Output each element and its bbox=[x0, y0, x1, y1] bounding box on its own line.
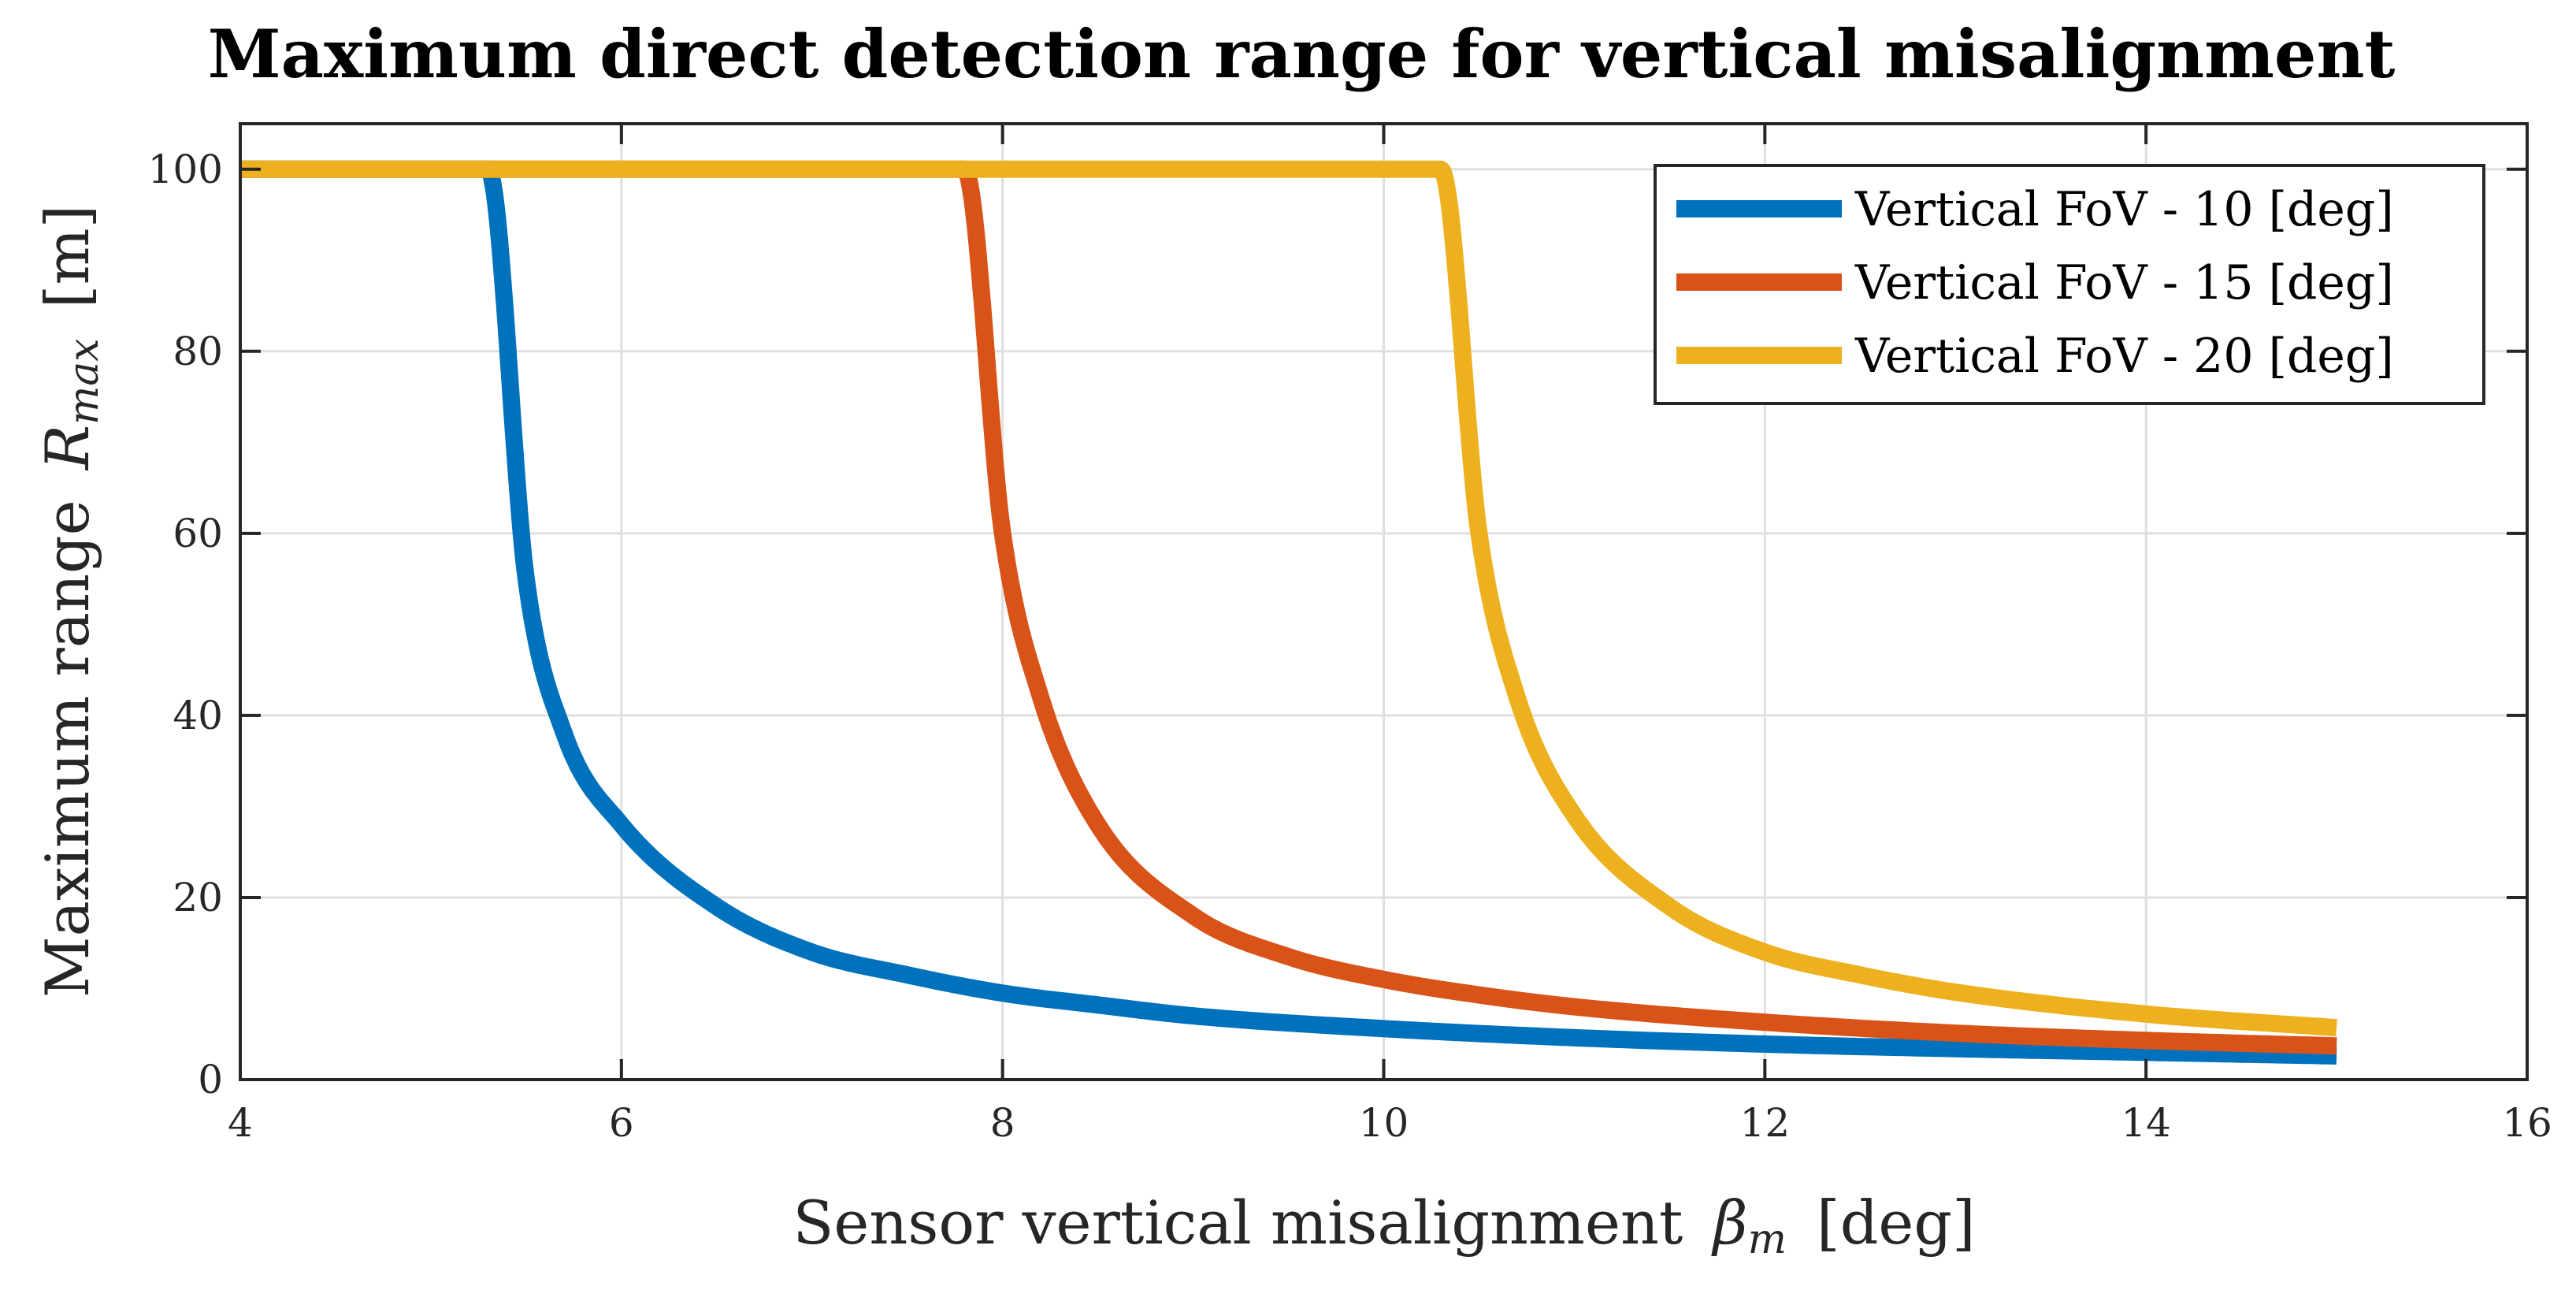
legend: Vertical FoV - 10 [deg] Vertical FoV - 15… bbox=[1654, 164, 2485, 405]
chart-title: Maximum direct detection range for verti… bbox=[208, 15, 2396, 93]
y-tick-label: 40 bbox=[173, 693, 223, 738]
series-line-1 bbox=[239, 160, 2339, 1065]
x-tick-label: 16 bbox=[2502, 1100, 2552, 1146]
x-axis-label-text: Sensor vertical misalignment bbox=[792, 1188, 1683, 1258]
y-tick-label: 60 bbox=[173, 511, 223, 556]
legend-label-3: Vertical FoV - 20 [deg] bbox=[1854, 329, 2394, 384]
series-line-2 bbox=[240, 160, 2339, 1055]
x-tick-label: 8 bbox=[990, 1100, 1015, 1146]
x-tick-label: 14 bbox=[2121, 1100, 2171, 1146]
tick-labels: 4 6 8 10 12 14 16 0 20 40 60 80 100 bbox=[148, 147, 2552, 1146]
legend-label-1: Vertical FoV - 10 [deg] bbox=[1854, 182, 2394, 237]
y-axis-label-unit: [m] bbox=[32, 205, 102, 308]
x-tick-label: 10 bbox=[1359, 1100, 1409, 1146]
series-line-3 bbox=[240, 160, 2339, 1037]
y-tick-label: 100 bbox=[148, 147, 223, 192]
x-axis-label-unit: [deg] bbox=[1817, 1188, 1976, 1258]
legend-label-2: Vertical FoV - 15 [deg] bbox=[1854, 255, 2394, 310]
x-tick-label: 4 bbox=[228, 1100, 253, 1146]
ticks bbox=[239, 124, 2529, 1081]
x-axis-label: Sensor vertical misalignment βm​ [deg] bbox=[792, 1188, 1975, 1263]
x-tick-label: 12 bbox=[1740, 1100, 1791, 1146]
y-tick-label: 20 bbox=[173, 875, 223, 920]
y-axis-label: Maximum range Rmax​ [m] bbox=[32, 205, 108, 998]
series-group bbox=[239, 160, 2339, 1065]
y-tick-label: 80 bbox=[173, 329, 223, 374]
y-tick-label: 0 bbox=[198, 1057, 223, 1102]
y-axis-label-text: Maximum range bbox=[32, 500, 102, 998]
x-tick-label: 6 bbox=[609, 1100, 634, 1146]
y-axis-label-symbol: Rmax​ bbox=[32, 338, 108, 471]
x-axis-label-symbol: βm​ bbox=[1711, 1188, 1787, 1263]
